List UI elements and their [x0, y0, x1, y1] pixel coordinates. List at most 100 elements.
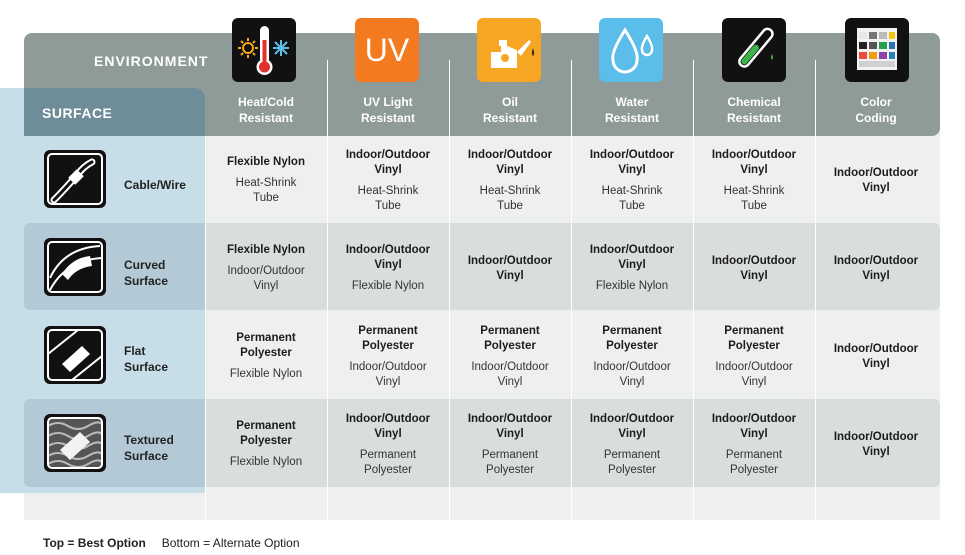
cell-cable-water: Indoor/Outdoor Vinyl Heat-Shrink Tube	[571, 148, 693, 214]
thermometer-icon	[232, 18, 296, 82]
alternate-option: Permanent Polyester	[481, 449, 539, 476]
surface-name-line2: Surface	[124, 449, 169, 463]
surface-name-line1: Cable/Wire	[124, 178, 186, 192]
alternate-option: Indoor/Outdoor Vinyl	[715, 361, 793, 388]
cell-textured-chemical: Indoor/Outdoor Vinyl Permanent Polyester	[693, 412, 815, 478]
uv-text: UV	[364, 31, 410, 68]
color-grid-icon	[845, 18, 909, 82]
surface-name-textured: Textured Surface	[124, 432, 174, 464]
cell-flat-heat: Permanent Polyester Flexible Nylon	[205, 331, 327, 382]
env-header-line2: Resistant	[482, 111, 538, 125]
alternate-option: Permanent Polyester	[359, 449, 417, 476]
surface-name-line2: Surface	[124, 274, 169, 288]
best-option: Indoor/Outdoor Vinyl	[833, 167, 919, 194]
surface-name-line2: Surface	[124, 360, 169, 374]
best-option: Indoor/Outdoor Vinyl	[711, 149, 797, 176]
best-option: Permanent Polyester	[602, 325, 662, 352]
best-option: Indoor/Outdoor Vinyl	[345, 149, 431, 176]
uv-icon: UV	[355, 18, 419, 82]
env-header-line1: UV Light	[363, 95, 413, 109]
env-header-chemical: Chemical Resistant	[693, 94, 815, 126]
env-header-line1: Chemical	[727, 95, 781, 109]
best-option: Indoor/Outdoor Vinyl	[467, 149, 553, 176]
alternate-option: Heat-Shrink Tube	[601, 185, 663, 212]
alternate-option: Indoor/Outdoor Vinyl	[349, 361, 427, 388]
cell-cable-uv: Indoor/Outdoor Vinyl Heat-Shrink Tube	[327, 148, 449, 214]
surface-name-cable: Cable/Wire	[124, 177, 186, 193]
best-option: Indoor/Outdoor Vinyl	[589, 149, 675, 176]
env-header-line2: Resistant	[726, 111, 782, 125]
surface-name-curved: Curved Surface	[124, 257, 168, 289]
cell-cable-color: Indoor/Outdoor Vinyl	[815, 166, 937, 196]
alternate-option: Heat-Shrink Tube	[235, 177, 297, 204]
legend-top: Top = Best Option	[43, 536, 146, 550]
alternate-option: Flexible Nylon	[229, 456, 303, 468]
cell-curved-water: Indoor/Outdoor Vinyl Flexible Nylon	[571, 243, 693, 294]
env-header-line1: Oil	[501, 95, 518, 109]
env-header-line1: Water	[615, 95, 649, 109]
surface-name-line1: Curved	[124, 258, 166, 272]
cell-textured-uv: Indoor/Outdoor Vinyl Permanent Polyester	[327, 412, 449, 478]
best-option: Indoor/Outdoor Vinyl	[589, 244, 675, 271]
cell-flat-water: Permanent Polyester Indoor/Outdoor Vinyl	[571, 324, 693, 390]
column-divider	[571, 60, 572, 520]
best-option: Permanent Polyester	[236, 420, 296, 447]
cell-textured-color: Indoor/Outdoor Vinyl	[815, 430, 937, 460]
env-header-color: Color Coding	[815, 94, 937, 126]
best-option: Indoor/Outdoor Vinyl	[467, 255, 553, 282]
surface-name-flat: Flat Surface	[124, 343, 168, 375]
env-header-uv: UV Light Resistant	[327, 94, 449, 126]
column-divider	[693, 60, 694, 520]
water-drop-icon	[599, 18, 663, 82]
best-option: Indoor/Outdoor Vinyl	[467, 413, 553, 440]
alternate-option: Indoor/Outdoor Vinyl	[593, 361, 671, 388]
environment-label: ENVIRONMENT	[94, 53, 209, 69]
alternate-option: Indoor/Outdoor Vinyl	[227, 265, 305, 292]
alternate-option: Heat-Shrink Tube	[479, 185, 541, 212]
env-header-line2: Resistant	[604, 111, 660, 125]
column-divider	[449, 60, 450, 520]
cell-cable-oil: Indoor/Outdoor Vinyl Heat-Shrink Tube	[449, 148, 571, 214]
curved-surface-icon	[44, 238, 106, 296]
cell-flat-oil: Permanent Polyester Indoor/Outdoor Vinyl	[449, 324, 571, 390]
cell-curved-heat: Flexible Nylon Indoor/Outdoor Vinyl	[205, 243, 327, 294]
cable-wire-icon	[44, 150, 106, 208]
cell-curved-oil: Indoor/Outdoor Vinyl	[449, 254, 571, 284]
env-header-oil: Oil Resistant	[449, 94, 571, 126]
legend-footer: Top = Best Option Bottom = Alternate Opti…	[43, 536, 300, 550]
best-option: Indoor/Outdoor Vinyl	[833, 431, 919, 458]
cell-cable-heat: Flexible Nylon Heat-Shrink Tube	[205, 155, 327, 206]
best-option: Flexible Nylon	[227, 244, 305, 256]
env-header-line1: Heat/Cold	[237, 95, 294, 109]
env-header-line2: Resistant	[360, 111, 416, 125]
cell-flat-uv: Permanent Polyester Indoor/Outdoor Vinyl	[327, 324, 449, 390]
cell-curved-color: Indoor/Outdoor Vinyl	[815, 254, 937, 284]
textured-surface-icon	[44, 414, 106, 472]
surface-name-line1: Flat	[124, 344, 146, 358]
best-option: Indoor/Outdoor Vinyl	[345, 244, 431, 271]
best-option: Permanent Polyester	[724, 325, 784, 352]
best-option: Indoor/Outdoor Vinyl	[711, 413, 797, 440]
best-option: Permanent Polyester	[358, 325, 418, 352]
legend-bottom: Bottom = Alternate Option	[161, 536, 300, 550]
alternate-option: Permanent Polyester	[603, 449, 661, 476]
test-tube-icon	[722, 18, 786, 82]
cell-curved-chemical: Indoor/Outdoor Vinyl	[693, 254, 815, 284]
best-option: Permanent Polyester	[480, 325, 540, 352]
env-header-line2: Resistant	[238, 111, 294, 125]
cell-flat-color: Indoor/Outdoor Vinyl	[815, 342, 937, 372]
alternate-option: Indoor/Outdoor Vinyl	[471, 361, 549, 388]
best-option: Indoor/Outdoor Vinyl	[711, 255, 797, 282]
flat-surface-icon	[44, 326, 106, 384]
env-header-water: Water Resistant	[571, 94, 693, 126]
column-divider	[205, 136, 206, 520]
env-header-line1: Color	[860, 95, 892, 109]
cell-flat-chemical: Permanent Polyester Indoor/Outdoor Vinyl	[693, 324, 815, 390]
alternate-option: Flexible Nylon	[595, 280, 669, 292]
cell-cable-chemical: Indoor/Outdoor Vinyl Heat-Shrink Tube	[693, 148, 815, 214]
column-divider	[327, 60, 328, 520]
best-option: Indoor/Outdoor Vinyl	[833, 343, 919, 370]
alternate-option: Flexible Nylon	[351, 280, 425, 292]
best-option: Indoor/Outdoor Vinyl	[589, 413, 675, 440]
